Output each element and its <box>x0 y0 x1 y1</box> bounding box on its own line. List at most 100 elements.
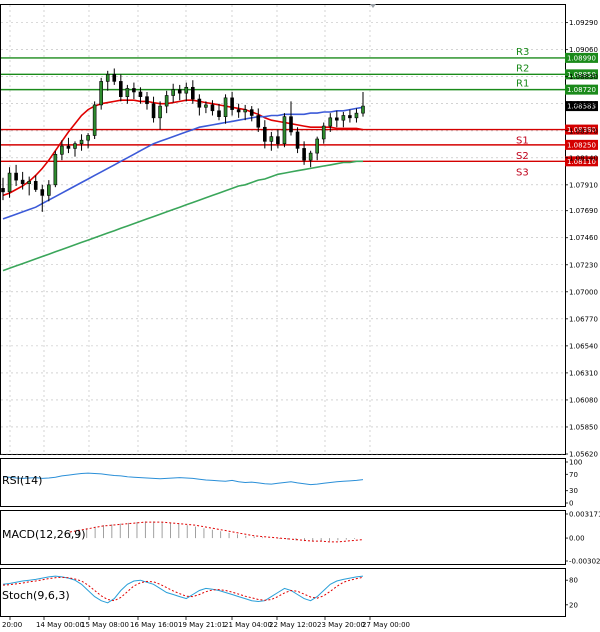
candle[interactable] <box>79 134 84 151</box>
level-price-label: 1.08720 <box>567 86 596 94</box>
candle[interactable] <box>335 110 339 128</box>
candle[interactable] <box>302 141 306 165</box>
price-tick-label: 1.07460 <box>569 234 598 242</box>
candle[interactable] <box>282 113 287 148</box>
support-resistance-levels[interactable]: R3 1.08990 R2 1.08850 R1 1.08720 S1 1.08380 S2 1.… <box>1 47 598 178</box>
candle[interactable] <box>276 129 280 149</box>
candle-body <box>282 116 287 144</box>
indicator-name-label: Stoch(9,6,3) <box>2 589 70 602</box>
candle-body <box>236 109 241 113</box>
moving-average-line-3 <box>2 160 363 272</box>
time-tick-label: 21 May 04:00 <box>224 621 272 629</box>
price-tick-label: 1.07910 <box>569 181 598 189</box>
candle[interactable] <box>269 131 274 151</box>
candle[interactable] <box>191 80 195 104</box>
candle[interactable] <box>223 94 228 124</box>
candle[interactable] <box>230 91 234 116</box>
candle-body <box>125 88 130 97</box>
candle[interactable] <box>295 127 300 154</box>
indicator-line-2 <box>2 576 364 602</box>
candle[interactable] <box>125 84 130 104</box>
macd-panel: 0.003171 0.00 -0.00302 MACD(12,26,9) <box>0 510 600 566</box>
price-tick-label: 1.06540 <box>569 342 598 350</box>
candle[interactable] <box>361 91 365 117</box>
candle[interactable] <box>138 87 143 104</box>
candle[interactable] <box>263 120 267 149</box>
candle-body <box>315 138 319 154</box>
candle[interactable] <box>86 133 90 149</box>
candle[interactable] <box>27 176 31 196</box>
candle[interactable] <box>158 101 162 130</box>
main-price-panel: R3 1.08990 R2 1.08850 R1 1.08720 S1 1.08380 S2 1.… <box>0 4 598 455</box>
candle[interactable] <box>249 106 254 122</box>
candle[interactable] <box>341 111 346 128</box>
candle[interactable] <box>204 101 208 114</box>
candle[interactable] <box>184 82 189 102</box>
candle[interactable] <box>112 68 117 85</box>
candle[interactable] <box>171 83 175 103</box>
candle[interactable] <box>73 141 77 157</box>
candle-body <box>269 136 274 142</box>
candle[interactable] <box>354 108 359 123</box>
time-tick-label: 19 May 21:01 <box>178 621 226 629</box>
candle[interactable] <box>236 103 241 118</box>
candle-body <box>217 110 221 117</box>
candle[interactable] <box>321 122 326 144</box>
candle[interactable] <box>53 150 58 188</box>
candle[interactable] <box>60 140 64 161</box>
time-tick-label: 23 May 20:00 <box>317 621 365 629</box>
candle[interactable] <box>7 167 12 198</box>
candle[interactable] <box>1 177 5 201</box>
candle[interactable] <box>289 101 293 136</box>
level-price-label: 1.08380 <box>567 126 596 134</box>
candle[interactable] <box>14 164 18 187</box>
candle[interactable] <box>151 96 156 123</box>
candle[interactable] <box>210 100 215 116</box>
indicator-tick-label: 0 <box>569 500 573 508</box>
candle[interactable] <box>119 74 123 102</box>
candle-body <box>119 81 123 97</box>
price-tick-label: 1.08830 <box>569 73 598 81</box>
candle[interactable] <box>40 184 45 212</box>
candle-body <box>361 105 365 114</box>
candle[interactable] <box>256 108 261 132</box>
candle[interactable] <box>20 171 25 190</box>
candle[interactable] <box>164 90 169 114</box>
candle-body <box>73 143 77 149</box>
price-tick-label: 1.08600 <box>569 100 598 108</box>
candle[interactable] <box>92 101 97 139</box>
candle[interactable] <box>217 103 221 121</box>
candle[interactable] <box>33 175 38 192</box>
level-price-label: 1.08250 <box>567 141 596 149</box>
candle[interactable] <box>47 180 51 202</box>
candle[interactable] <box>243 104 247 121</box>
stoch-panel-frame <box>0 568 566 617</box>
candle-body <box>20 179 25 184</box>
candle-body <box>328 117 333 127</box>
candle-body <box>263 126 267 142</box>
candle[interactable] <box>177 84 182 101</box>
candle-body <box>348 115 352 119</box>
scroll-marker-icon[interactable] <box>370 4 376 8</box>
candle[interactable] <box>66 137 71 154</box>
candle-body <box>256 115 261 128</box>
candle-body <box>308 152 313 161</box>
candle[interactable] <box>105 70 110 91</box>
candle-body <box>164 95 169 107</box>
level-name-s3: S3 <box>516 167 529 178</box>
candle[interactable] <box>132 82 136 100</box>
candle-body <box>276 136 280 144</box>
candle[interactable] <box>145 91 149 110</box>
candle-body <box>321 125 326 140</box>
candle[interactable] <box>308 150 313 168</box>
level-price-label: 1.08110 <box>567 158 596 166</box>
stoch-panel: 80 20 Stoch(9,6,3) <box>0 568 578 617</box>
candlestick-series[interactable] <box>1 68 365 212</box>
candle[interactable] <box>315 136 319 161</box>
candle[interactable] <box>348 109 352 123</box>
indicator-tick-label: 20 <box>569 601 578 609</box>
candle[interactable] <box>197 94 202 116</box>
candle[interactable] <box>99 77 103 110</box>
candle[interactable] <box>328 113 333 132</box>
indicator-tick-label: -0.00302 <box>569 558 600 566</box>
